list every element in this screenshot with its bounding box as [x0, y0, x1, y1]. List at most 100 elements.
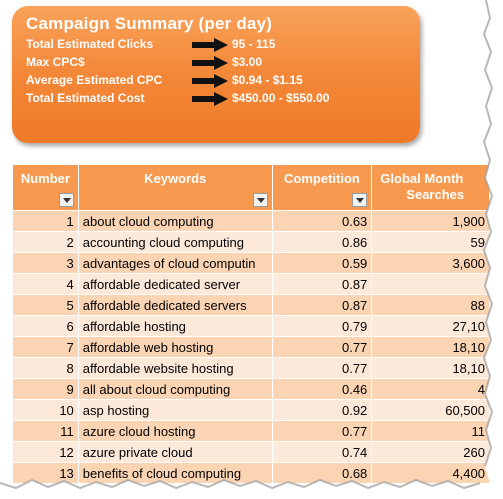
cell-keyword[interactable]: azure private cloud: [77, 441, 273, 463]
summary-label: Total Estimated Cost: [26, 91, 145, 105]
summary-label: Max CPC$: [26, 55, 85, 69]
table-row: 6 affordable hosting 0.79 27,10: [12, 315, 490, 337]
cell-number[interactable]: 3: [12, 252, 79, 274]
cell-keyword[interactable]: about cloud computing: [77, 210, 273, 232]
cell-keyword[interactable]: benefits of cloud computing: [77, 462, 273, 484]
cell-number[interactable]: 1: [12, 210, 79, 232]
table-row: 1 about cloud computing 0.63 1,900: [12, 210, 490, 232]
cell-keyword[interactable]: affordable hosting: [77, 315, 273, 337]
summary-label: Average Estimated CPC: [26, 73, 163, 87]
table-row: 12 azure private cloud 0.74 260: [12, 441, 490, 463]
cell-keyword[interactable]: affordable website hosting: [77, 357, 273, 379]
cell-global-monthly-searches[interactable]: 60,500: [371, 399, 490, 421]
cell-global-monthly-searches[interactable]: 260: [371, 441, 490, 463]
campaign-summary-card: Campaign Summary (per day) Total Estimat…: [12, 6, 420, 143]
cell-number[interactable]: 6: [12, 315, 79, 337]
header-label-global-line2: Searches: [406, 187, 465, 202]
summary-row: Total Estimated Clicks 95 - 115: [26, 36, 420, 54]
cell-global-monthly-searches[interactable]: 88: [371, 294, 490, 316]
summary-value: $0.94 - $1.15: [232, 73, 303, 87]
right-arrow-icon: [192, 56, 228, 70]
summary-value: 95 - 115: [232, 37, 276, 51]
cell-number[interactable]: 9: [12, 378, 79, 400]
column-header-number: Number: [12, 164, 79, 211]
summary-row: Average Estimated CPC $0.94 - $1.15: [26, 72, 420, 90]
filter-dropdown-icon[interactable]: [352, 193, 368, 207]
cell-competition[interactable]: 0.77: [271, 357, 373, 379]
spreadsheet-clipping: Campaign Summary (per day) Total Estimat…: [12, 6, 490, 484]
cell-competition[interactable]: 0.87: [271, 294, 373, 316]
cell-global-monthly-searches[interactable]: 3,600: [371, 252, 490, 274]
keyword-table-container: Number Keywords Competition Global Month…: [12, 164, 490, 484]
keyword-table: Number Keywords Competition Global Month…: [12, 164, 490, 484]
cell-number[interactable]: 4: [12, 273, 79, 295]
right-arrow-icon: [192, 38, 228, 52]
cell-global-monthly-searches[interactable]: 59: [371, 231, 490, 253]
cell-keyword[interactable]: asp hosting: [77, 399, 273, 421]
summary-label: Total Estimated Clicks: [26, 37, 154, 51]
cell-competition[interactable]: 0.46: [271, 378, 373, 400]
cell-keyword[interactable]: all about cloud computing: [77, 378, 273, 400]
table-row: 2 accounting cloud computing 0.86 59: [12, 231, 490, 253]
right-arrow-icon: [192, 92, 228, 106]
torn-edge-right: [482, 0, 503, 499]
cell-number[interactable]: 12: [12, 441, 79, 463]
cell-keyword[interactable]: accounting cloud computing: [77, 231, 273, 253]
cell-global-monthly-searches[interactable]: 11: [371, 420, 490, 442]
cell-competition[interactable]: 0.79: [271, 315, 373, 337]
cell-global-monthly-searches[interactable]: 18,10: [371, 336, 490, 358]
table-row: 10 asp hosting 0.92 60,500: [12, 399, 490, 421]
header-label-keywords: Keywords: [144, 171, 207, 186]
cell-global-monthly-searches[interactable]: [371, 273, 490, 295]
cell-competition[interactable]: 0.59: [271, 252, 373, 274]
right-arrow-icon: [192, 74, 228, 88]
cell-competition[interactable]: 0.63: [271, 210, 373, 232]
cell-keyword[interactable]: affordable web hosting: [77, 336, 273, 358]
cell-competition[interactable]: 0.92: [271, 399, 373, 421]
column-header-global-monthly-searches: Global Month Searches: [371, 164, 490, 211]
table-row: 5 affordable dedicated servers 0.87 88: [12, 294, 490, 316]
filter-dropdown-icon[interactable]: [252, 193, 268, 207]
table-row: 11 azure cloud hosting 0.77 11: [12, 420, 490, 442]
summary-row: Total Estimated Cost $450.00 - $550.00: [26, 90, 420, 108]
summary-title: Campaign Summary (per day): [26, 14, 273, 33]
cell-competition[interactable]: 0.77: [271, 420, 373, 442]
table-row: 13 benefits of cloud computing 0.68 4,400: [12, 462, 490, 484]
summary-value: $450.00 - $550.00: [232, 91, 330, 105]
column-header-keywords: Keywords: [77, 164, 273, 211]
cell-keyword[interactable]: advantages of cloud computin: [77, 252, 273, 274]
table-row: 8 affordable website hosting 0.77 18,10: [12, 357, 490, 379]
filter-dropdown-icon[interactable]: [58, 193, 74, 207]
cell-number[interactable]: 11: [12, 420, 79, 442]
cell-keyword[interactable]: affordable dedicated servers: [77, 294, 273, 316]
header-label-global-line1: Global Month: [380, 171, 464, 186]
cell-competition[interactable]: 0.86: [271, 231, 373, 253]
cell-global-monthly-searches[interactable]: 4: [371, 378, 490, 400]
cell-number[interactable]: 5: [12, 294, 79, 316]
cell-number[interactable]: 2: [12, 231, 79, 253]
cell-number[interactable]: 10: [12, 399, 79, 421]
cell-competition[interactable]: 0.68: [271, 462, 373, 484]
cell-keyword[interactable]: azure cloud hosting: [77, 420, 273, 442]
cell-number[interactable]: 13: [12, 462, 79, 484]
summary-value: $3.00: [232, 55, 263, 69]
cell-number[interactable]: 8: [12, 357, 79, 379]
keyword-table-body: 1 about cloud computing 0.63 1,900 2 accounti…: [12, 210, 490, 484]
cell-number[interactable]: 7: [12, 336, 79, 358]
cell-competition[interactable]: 0.74: [271, 441, 373, 463]
table-row: 4 affordable dedicated server 0.87: [12, 273, 490, 295]
cell-competition[interactable]: 0.77: [271, 336, 373, 358]
torn-edge-bottom: [0, 478, 503, 499]
cell-keyword[interactable]: affordable dedicated server: [77, 273, 273, 295]
cell-global-monthly-searches[interactable]: 18,10: [371, 357, 490, 379]
table-row: 7 affordable web hosting 0.77 18,10: [12, 336, 490, 358]
summary-row: Max CPC$ $3.00: [26, 54, 420, 72]
table-row: 3 advantages of cloud computin 0.59 3,600: [12, 252, 490, 274]
cell-global-monthly-searches[interactable]: 1,900: [371, 210, 490, 232]
cell-global-monthly-searches[interactable]: 4,400: [371, 462, 490, 484]
table-row: 9 all about cloud computing 0.46 4: [12, 378, 490, 400]
cell-competition[interactable]: 0.87: [271, 273, 373, 295]
summary-rows: Total Estimated Clicks 95 - 115 Max CPC$ $3…: [26, 36, 420, 108]
cell-global-monthly-searches[interactable]: 27,10: [371, 315, 490, 337]
column-header-competition: Competition: [271, 164, 373, 211]
